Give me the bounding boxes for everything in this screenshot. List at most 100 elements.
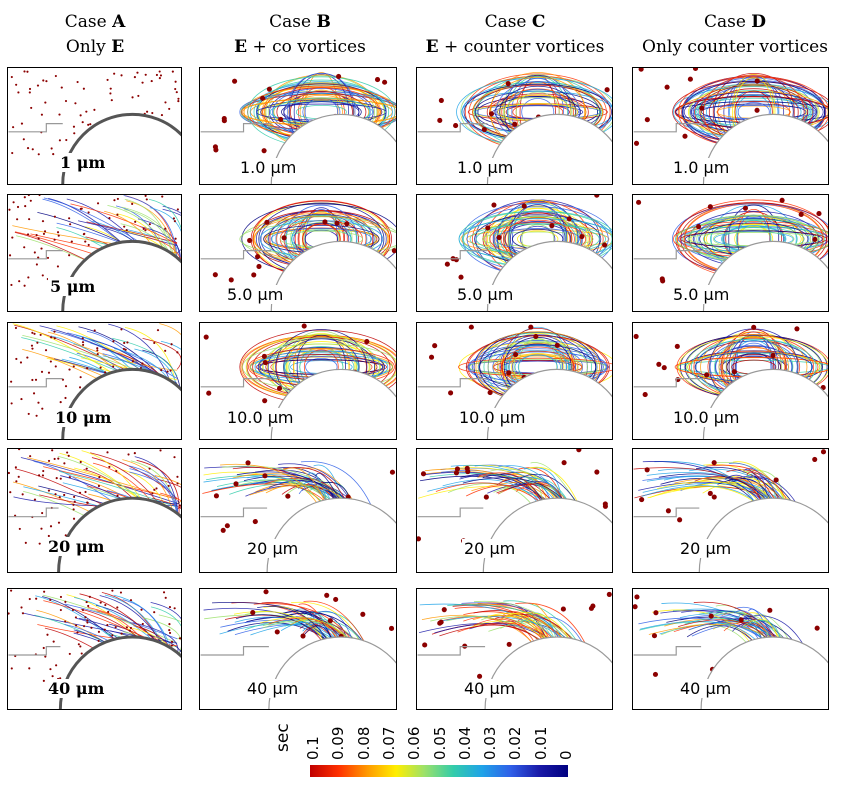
particle [35, 234, 38, 237]
particle [47, 489, 51, 492]
particle [636, 199, 642, 205]
particle [55, 664, 58, 667]
particle [64, 620, 67, 623]
particle [70, 240, 73, 243]
streamline [705, 94, 802, 130]
streamline [492, 355, 583, 379]
size-label: 1.0 μm [671, 158, 732, 177]
particle [481, 126, 487, 133]
particle [148, 467, 151, 470]
particle [176, 208, 179, 211]
streamline [677, 359, 828, 375]
particle [262, 473, 268, 479]
particle [46, 633, 49, 636]
colorbar-tick-label: 0 [557, 750, 575, 760]
particle [137, 94, 140, 97]
particle [491, 202, 497, 208]
particle [554, 342, 560, 348]
particle [58, 139, 61, 142]
size-label: 20 μm [462, 539, 518, 558]
particle [144, 229, 147, 232]
particle [86, 501, 89, 504]
particle [794, 326, 800, 332]
particle [44, 349, 48, 352]
particle [10, 667, 13, 670]
particle [125, 229, 128, 232]
streamline [458, 342, 612, 392]
panel-case-d-2: 5.0 μm [632, 194, 829, 312]
streamline-plot [633, 594, 828, 709]
streamline-plot [417, 195, 612, 311]
particle [79, 207, 82, 210]
particle [41, 511, 44, 515]
panel-case-c-5: 40 μm [416, 588, 613, 710]
particle [34, 378, 38, 381]
particle [656, 361, 662, 367]
panel-case-d-4: 20 μm [632, 448, 829, 573]
streamline [688, 232, 819, 247]
streamline [241, 203, 396, 275]
streamline [689, 215, 819, 263]
particle [10, 75, 13, 79]
particle [170, 640, 174, 643]
panel-case-c-4: 20 μm [416, 448, 613, 573]
particle [82, 87, 85, 90]
particle [677, 517, 683, 523]
particle [324, 592, 330, 598]
particle [37, 153, 40, 156]
particle [127, 453, 130, 456]
particle [112, 340, 115, 343]
streamline [296, 104, 347, 120]
particle [17, 475, 20, 478]
particle [281, 235, 287, 241]
particle [31, 148, 34, 151]
streamline [469, 223, 607, 255]
streamline-plot [200, 589, 396, 709]
particle [604, 87, 610, 93]
particle [487, 390, 493, 396]
particle [40, 370, 44, 373]
particle [85, 601, 88, 604]
channel-wall [633, 123, 704, 133]
panel-case-d-5: 40 μm [632, 588, 829, 710]
streamline [132, 622, 179, 655]
streamline [42, 594, 178, 644]
particle [84, 616, 87, 619]
particle [87, 243, 90, 247]
particle [80, 652, 83, 655]
streamline [466, 206, 609, 272]
particle [232, 78, 238, 84]
particle [44, 101, 47, 104]
streamline [717, 100, 791, 124]
particle [579, 234, 585, 240]
particle [488, 111, 495, 117]
particle [109, 87, 112, 90]
colorbar-tick-label: 0.08 [354, 726, 373, 760]
particle [566, 216, 572, 222]
streamline [154, 475, 181, 504]
particle [96, 349, 99, 352]
streamline [246, 335, 396, 399]
streamline [265, 354, 378, 380]
streamline [682, 225, 826, 253]
particle [85, 110, 88, 113]
particle [707, 204, 713, 210]
particle [122, 347, 125, 351]
particle [212, 144, 218, 150]
particle [173, 220, 176, 223]
channel-wall [8, 123, 63, 133]
particle [153, 611, 156, 614]
electrode-arc [484, 636, 612, 709]
particle [174, 87, 177, 91]
streamline [290, 360, 353, 374]
particle [512, 121, 518, 127]
particle [29, 455, 32, 458]
size-label: 20 μm [678, 539, 734, 558]
particle [812, 456, 818, 462]
streamline [247, 348, 395, 386]
particle [653, 610, 659, 616]
particle [76, 631, 79, 634]
particle [103, 628, 106, 631]
particle [79, 114, 82, 117]
size-label: 10.0 μm [457, 408, 528, 427]
